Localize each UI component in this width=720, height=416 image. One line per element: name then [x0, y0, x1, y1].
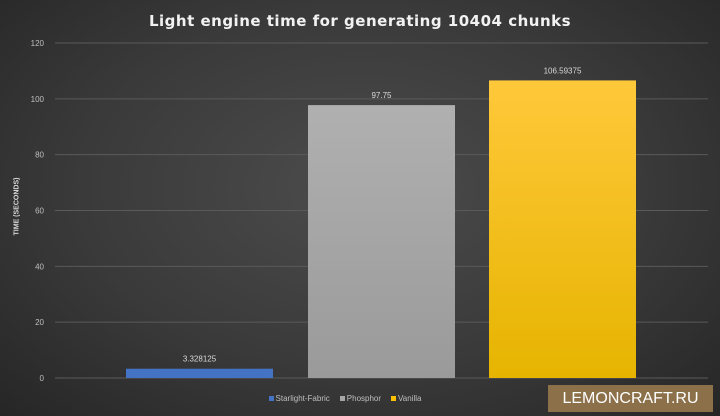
data-label: 106.59375	[544, 66, 582, 75]
data-label: 3.328125	[183, 355, 217, 364]
legend-item-phosphor: Phosphor	[339, 394, 382, 403]
y-tick-label: 100	[31, 95, 45, 104]
y-tick-label: 120	[31, 39, 45, 48]
y-axis-label: TIME (SECONDS)	[13, 177, 21, 236]
y-tick-label: 60	[35, 207, 44, 216]
legend-swatch	[339, 396, 345, 401]
legend-label: Phosphor	[346, 394, 382, 403]
y-tick-label: 20	[35, 318, 44, 327]
legend-swatch	[391, 396, 397, 401]
y-tick-label: 0	[40, 374, 45, 383]
legend-swatch	[268, 396, 274, 401]
legend-label: Starlight-Fabric	[275, 394, 330, 403]
legend-item-starlight: Starlight-Fabric	[268, 394, 330, 403]
watermark-logo: LEMONCRAFT.RU	[548, 385, 713, 412]
legend: Starlight-Fabric Phosphor Vanilla	[0, 394, 690, 403]
data-label: 97.75	[371, 91, 392, 100]
bar-starlight-fabric	[126, 368, 273, 378]
legend-label: Vanilla	[398, 394, 422, 403]
bar-vanilla	[489, 80, 636, 378]
chart-title: Light engine time for generating 10404 c…	[148, 12, 572, 30]
bar-phosphor	[308, 105, 455, 378]
legend-item-vanilla: Vanilla	[391, 394, 421, 403]
y-tick-label: 40	[35, 262, 44, 271]
y-tick-label: 80	[35, 151, 44, 160]
